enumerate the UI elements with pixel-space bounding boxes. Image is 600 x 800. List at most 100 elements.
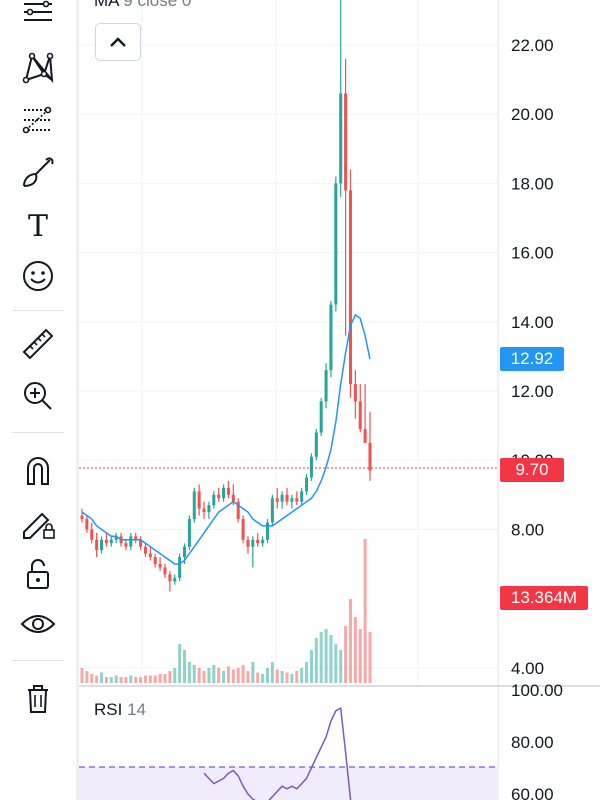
rsi-legend[interactable]: RSI 14 <box>94 700 146 720</box>
volume-bar <box>90 674 94 683</box>
ruler-tool[interactable] <box>14 322 62 366</box>
volume-bar <box>314 638 318 683</box>
candle <box>290 494 294 509</box>
collapse-legend-button[interactable] <box>95 23 141 61</box>
hide-tool[interactable] <box>14 602 62 646</box>
candle-body <box>197 491 201 509</box>
candle <box>358 384 362 433</box>
candle-body <box>246 539 250 547</box>
volume-bar <box>119 677 123 683</box>
volume-bar <box>300 668 304 683</box>
volume-bar <box>100 672 104 683</box>
candle <box>153 553 157 568</box>
candle-body <box>339 93 343 184</box>
text-tool[interactable]: T <box>14 202 62 246</box>
volume-bar <box>178 644 182 683</box>
candle-body <box>256 539 260 544</box>
volume-bar <box>270 662 274 683</box>
price-axis-tick: 8.00 <box>511 520 544 539</box>
candle <box>309 453 313 481</box>
candle-body <box>265 522 270 540</box>
drawing-toolbar: T <box>0 0 76 800</box>
remove-tool[interactable] <box>14 676 62 720</box>
stay-drawing-tool[interactable] <box>14 500 62 544</box>
candle <box>295 491 299 506</box>
rsi-band <box>79 767 498 800</box>
price-axis-tick: 22.00 <box>511 36 554 55</box>
chevron-up-icon <box>110 37 126 47</box>
candle <box>100 536 104 554</box>
candle-body <box>324 370 328 402</box>
volume-bar <box>207 668 211 683</box>
candle <box>329 301 333 378</box>
zoom-tool[interactable] <box>14 374 62 418</box>
candle-body <box>261 539 265 544</box>
candle <box>285 487 289 506</box>
volume-bar <box>197 668 201 683</box>
volume-bar <box>134 677 138 683</box>
volume-bar <box>319 632 323 683</box>
ma-line <box>81 313 371 565</box>
candle-body <box>129 536 133 547</box>
volume-bar <box>192 665 196 683</box>
volume-bar <box>226 666 230 683</box>
fib-retracement-icon <box>22 106 52 134</box>
volume-bar <box>334 644 338 683</box>
magnet-tool[interactable] <box>14 448 62 492</box>
volume-bar <box>236 668 240 683</box>
volume-bar <box>309 650 313 683</box>
volume-tag: 13.364M <box>500 586 588 610</box>
candle <box>114 532 118 544</box>
candle-body <box>300 491 304 502</box>
volume-bar <box>202 671 206 683</box>
candle <box>197 484 201 516</box>
candle-body <box>90 529 94 540</box>
ruler-icon <box>22 328 54 360</box>
candle <box>192 487 196 523</box>
horizontal-lines-icon <box>24 0 52 21</box>
lock-tool[interactable] <box>14 552 62 596</box>
candle-body <box>241 519 245 540</box>
emoji-tool[interactable] <box>14 254 62 298</box>
price-axis-tick: 16.00 <box>511 244 554 263</box>
candle <box>90 522 94 544</box>
candle <box>80 508 84 523</box>
ma-legend[interactable]: MA 9 close 0 <box>94 0 191 11</box>
volume-bar <box>290 674 294 683</box>
candle <box>95 532 99 558</box>
candle-body <box>153 557 157 564</box>
candle <box>143 543 147 558</box>
volume-bar <box>246 671 250 683</box>
candle-body <box>285 494 289 502</box>
lines-tool[interactable] <box>14 0 62 40</box>
candle <box>353 370 357 419</box>
volume-bar <box>129 675 133 683</box>
candle-body <box>236 501 240 520</box>
candle <box>251 536 255 568</box>
volume-bar <box>109 677 113 683</box>
candle <box>339 0 343 198</box>
fib-tool[interactable] <box>14 98 62 142</box>
brush-tool[interactable] <box>14 150 62 194</box>
candle <box>134 532 138 544</box>
candle-body <box>226 487 230 495</box>
candle <box>139 536 143 551</box>
candle-body <box>163 567 167 575</box>
text-icon: T <box>28 209 48 244</box>
pattern-tool[interactable] <box>14 46 62 90</box>
candle <box>270 494 274 526</box>
volume-bar <box>280 671 284 683</box>
candle <box>212 491 216 509</box>
candle-body <box>80 515 84 520</box>
candle-body <box>334 183 338 305</box>
price-axis-tick: 14.00 <box>511 313 554 332</box>
volume-bar <box>348 599 352 683</box>
volume-bar <box>363 539 367 683</box>
volume-bar <box>163 674 167 683</box>
volume-bar <box>368 632 372 683</box>
candle <box>168 570 172 592</box>
candle <box>222 484 226 502</box>
candle-body <box>114 536 118 540</box>
rsi-axis-tick: 60.00 <box>511 785 554 800</box>
